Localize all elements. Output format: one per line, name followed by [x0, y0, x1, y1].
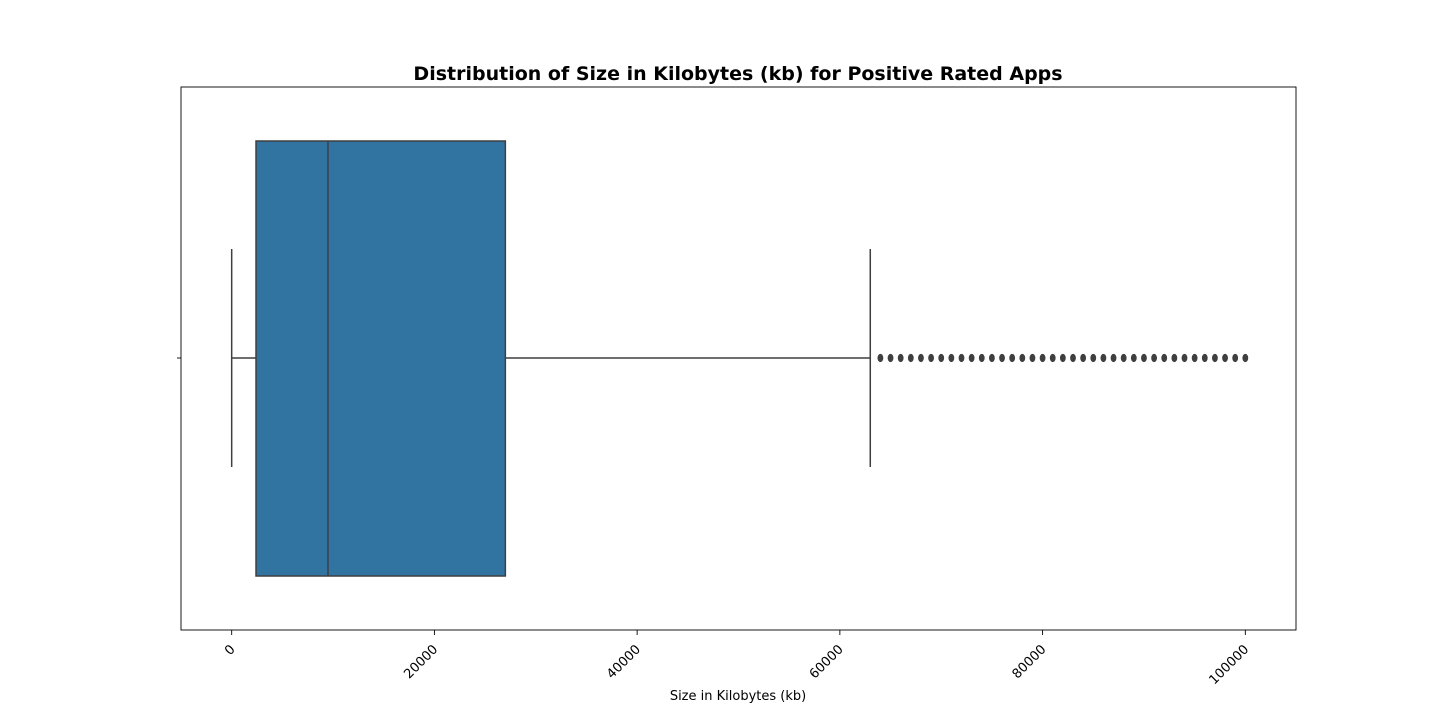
x-axis-label: Size in Kilobytes (kb) — [670, 689, 806, 704]
x-tick-label: 60000 — [807, 642, 847, 682]
outlier-point — [1110, 353, 1117, 363]
outlier-point — [1049, 353, 1056, 363]
outlier-point — [1019, 353, 1026, 363]
outlier-point — [1232, 353, 1239, 363]
outlier-point — [1212, 353, 1218, 363]
outlier-point — [1039, 353, 1046, 363]
outlier-point — [1100, 353, 1107, 363]
outlier-point — [897, 353, 904, 363]
outlier-point — [1029, 353, 1036, 363]
outlier-point — [1201, 353, 1208, 363]
outlier-point — [1222, 353, 1228, 363]
outlier-point — [1120, 353, 1127, 363]
chart-title: Distribution of Size in Kilobytes (kb) f… — [413, 63, 1062, 85]
axes-frame — [180, 86, 1297, 631]
outlier-point — [887, 353, 894, 363]
outlier-point — [1242, 353, 1249, 363]
x-tick-label: 40000 — [604, 642, 644, 682]
outlier-point — [1059, 353, 1066, 363]
outlier-point — [918, 353, 924, 363]
outlier-point — [928, 353, 934, 363]
outlier-point — [989, 353, 995, 363]
outlier-point — [1161, 353, 1168, 363]
outlier-point — [1090, 353, 1097, 363]
outlier-point — [958, 353, 965, 363]
outlier-point — [1080, 353, 1087, 363]
outlier-point — [999, 353, 1005, 363]
outlier-point — [1141, 353, 1147, 363]
outlier-point — [968, 353, 975, 363]
outlier-point — [907, 353, 914, 363]
outlier-point — [1151, 353, 1157, 363]
outlier-point — [1181, 353, 1188, 363]
outlier-point — [1171, 353, 1178, 363]
outlier-point — [1130, 353, 1137, 363]
outlier-point — [948, 353, 955, 363]
x-tick-label: 0 — [222, 642, 238, 658]
iqr-box — [255, 140, 507, 577]
outlier-point — [938, 353, 945, 363]
outlier-point — [877, 353, 884, 363]
outlier-point — [978, 353, 985, 363]
outlier-point — [1070, 353, 1076, 363]
x-tick-label: 100000 — [1206, 642, 1252, 688]
outlier-point — [1191, 353, 1198, 363]
x-tick-label: 80000 — [1010, 642, 1050, 682]
plot-area — [180, 86, 1297, 631]
outlier-point — [1009, 353, 1016, 363]
x-tick-label: 20000 — [401, 642, 441, 682]
